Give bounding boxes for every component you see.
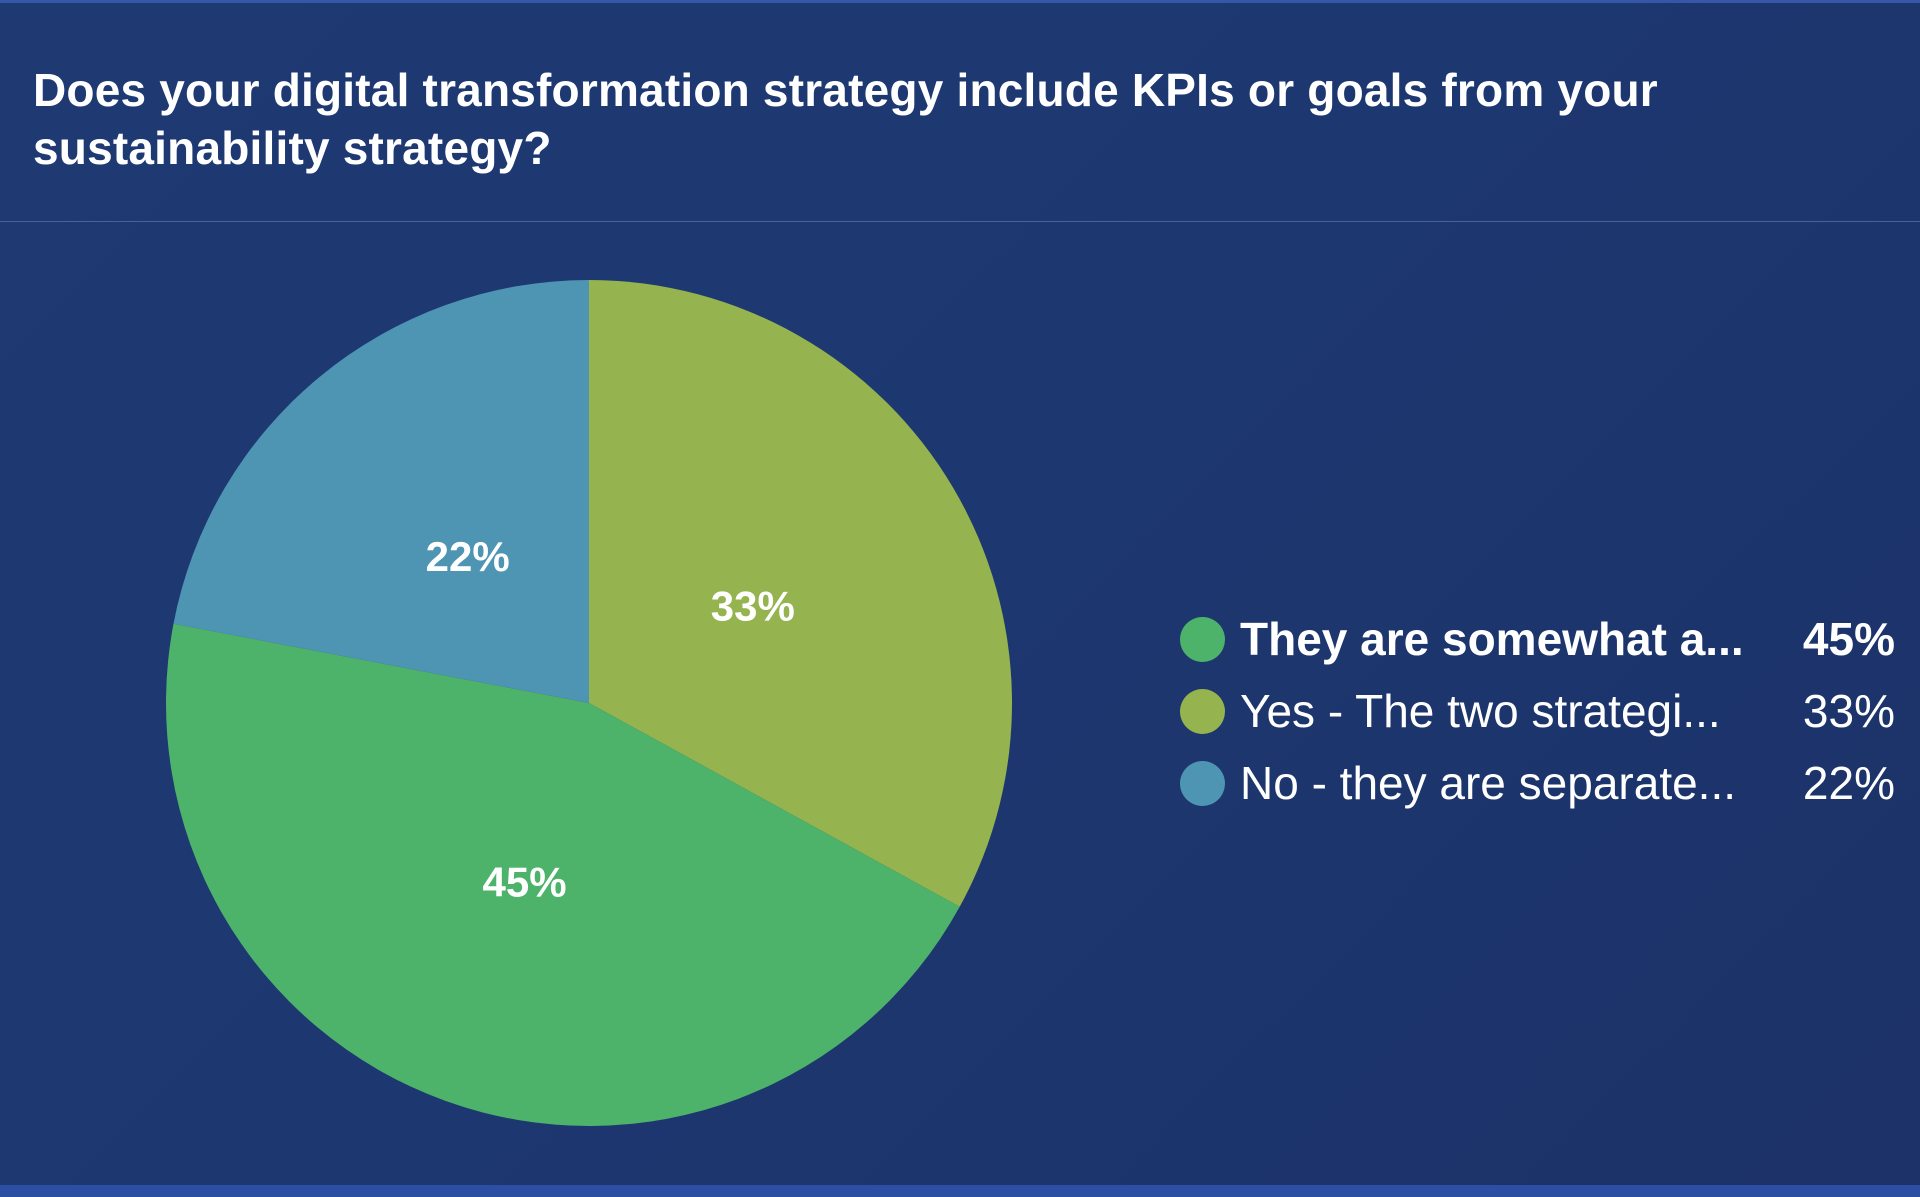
chart-title: Does your digital transformation strateg… <box>33 64 1658 174</box>
legend-label: Yes - The two strategi... <box>1240 685 1721 737</box>
legend-label: They are somewhat a... <box>1240 613 1744 665</box>
legend-item-yes-strategies[interactable]: Yes - The two strategi... 33% <box>1180 675 1895 747</box>
pie-slice[interactable] <box>589 280 1013 907</box>
legend-swatch-icon <box>1180 688 1225 734</box>
legend-value: 22% <box>1802 757 1895 809</box>
pie-slice[interactable] <box>166 623 960 1126</box>
pie-slice-label: 33% <box>711 583 795 630</box>
chart-header: Does your digital transformation strateg… <box>0 3 1920 222</box>
bottom-border <box>0 1185 1920 1197</box>
legend-label: No - they are separate... <box>1240 757 1737 809</box>
legend-value: 45% <box>1802 613 1895 665</box>
legend-value: 33% <box>1802 685 1895 737</box>
pie-slice-label: 45% <box>482 859 566 906</box>
chart-legend: They are somewhat a... 45% Yes - The two… <box>1180 603 1895 819</box>
legend-swatch-icon <box>1180 760 1225 806</box>
legend-item-no-separate[interactable]: No - they are separate... 22% <box>1180 747 1895 819</box>
pie-chart: 33% 45% 22% <box>166 280 1013 1126</box>
pie-slice-label: 22% <box>426 533 510 580</box>
legend-swatch-icon <box>1180 616 1225 662</box>
legend-item-somewhat-aligned[interactable]: They are somewhat a... 45% <box>1180 603 1895 675</box>
pie-slice[interactable] <box>173 280 589 703</box>
